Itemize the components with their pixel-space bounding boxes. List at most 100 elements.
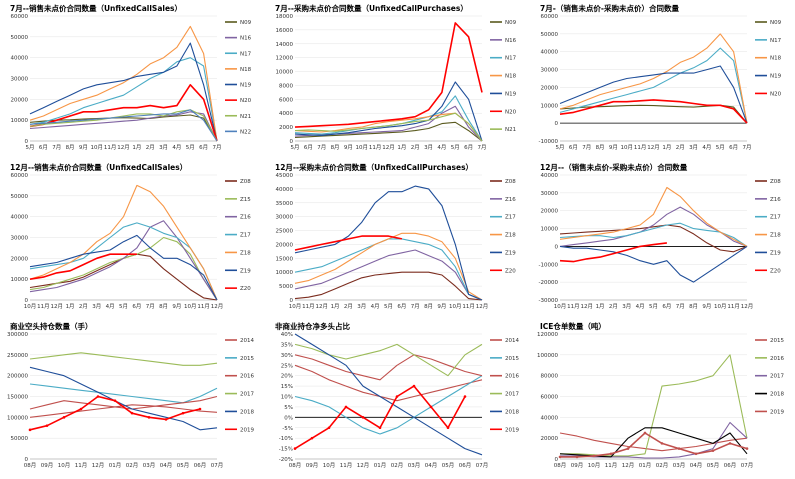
- legend-label: 2019: [770, 409, 784, 415]
- x-tick-label: 3月: [424, 144, 433, 151]
- legend-label: 2019: [505, 427, 519, 433]
- series-line-Z08: [29, 253, 218, 301]
- series-line-Z17: [294, 238, 483, 301]
- x-tick-label: 6月: [132, 303, 141, 310]
- x-tick-label: 05月: [707, 462, 720, 469]
- x-tick-label: 04月: [690, 462, 703, 469]
- y-tick-label: 80000: [541, 374, 559, 380]
- series-line-2014: [29, 404, 218, 418]
- chart-panel-9: ICE仓单数量（吨） 0 20000 40000 60000 80000 100000 120…: [530, 320, 795, 477]
- y-tick-label: -15%: [279, 447, 293, 453]
- y-tick-label: 30000: [11, 77, 29, 83]
- series-line-N21: [294, 112, 483, 142]
- series-line-Z19: [294, 185, 483, 301]
- x-tick-label: 3月: [159, 144, 168, 151]
- legend-label: N20: [770, 91, 782, 97]
- x-tick-label: 07月: [211, 462, 224, 469]
- chart-panel-7: 商业空头持仓数量（手） 0 50000 100000 150000 200000 25000…: [0, 320, 265, 477]
- series-line-2015: [29, 383, 218, 404]
- chart-panel-5: 12月--采购未点价合同数量（UnfixedCallPurchases） 0 500…: [265, 161, 530, 318]
- y-tick-label: 0: [555, 457, 559, 463]
- x-tick-label: 5月: [384, 303, 393, 310]
- x-tick-label: 7月: [743, 144, 752, 151]
- y-tick-label: 30000: [11, 236, 29, 242]
- x-tick-label: 6月: [729, 144, 738, 151]
- y-tick-label: 10000: [11, 118, 29, 124]
- y-tick-label: 50000: [11, 194, 29, 200]
- x-tick-label: 03月: [673, 462, 686, 469]
- legend-label: N16: [240, 36, 252, 42]
- legend-label: 2017: [505, 392, 519, 398]
- x-tick-label: 02月: [126, 462, 139, 469]
- data-point: [463, 395, 467, 398]
- series-line-Z19: [559, 245, 748, 283]
- x-tick-label: 09月: [41, 462, 54, 469]
- y-tick-label: 10000: [276, 270, 294, 276]
- y-tick-label: 250000: [7, 353, 28, 359]
- legend-label: 2015: [505, 356, 519, 362]
- x-tick-label: 6月: [662, 303, 671, 310]
- data-point: [558, 455, 562, 459]
- x-tick-label: 11月: [75, 462, 88, 469]
- y-tick-label: -30000: [539, 298, 559, 304]
- series-line-N19: [294, 81, 483, 142]
- y-tick-label: 60000: [541, 395, 559, 401]
- y-tick-label: 0: [290, 298, 294, 304]
- y-tick-label: 10000: [541, 103, 559, 109]
- legend-label: 2016: [505, 374, 519, 380]
- chart-title: ICE仓单数量（吨）: [540, 321, 606, 331]
- x-tick-label: 8月: [689, 303, 698, 310]
- x-tick-label: 01月: [374, 462, 387, 469]
- y-tick-label: 40000: [11, 215, 29, 221]
- legend-label: Z08: [505, 179, 516, 185]
- data-point: [446, 426, 450, 430]
- x-tick-label: 6月: [397, 303, 406, 310]
- x-tick-label: 11月: [197, 303, 210, 310]
- chart-svg-8: 非商业持仓净多头占比 -20% -15% -10% -5% 0% 5% 10% 15% 20% 25…: [275, 321, 519, 469]
- x-tick-label: 2月: [344, 303, 353, 310]
- y-tick-label: 30000: [541, 191, 559, 197]
- legend-label: 2017: [240, 392, 254, 398]
- y-tick-label: 14000: [276, 42, 294, 48]
- data-point: [361, 416, 365, 419]
- y-tick-label: 30000: [276, 215, 294, 221]
- y-tick-label: 35000: [276, 201, 294, 207]
- x-tick-label: 12月: [357, 462, 370, 469]
- legend-label: 2018: [240, 409, 254, 415]
- y-tick-label: -10000: [539, 262, 559, 268]
- chart-svg-1: 7月--销售未点价合同数量（UnfixedCallSales） 0 10000 200…: [10, 3, 252, 151]
- y-tick-label: 60000: [541, 14, 559, 20]
- x-tick-label: 06月: [194, 462, 207, 469]
- y-tick-label: 300000: [7, 332, 28, 338]
- x-tick-label: 3月: [622, 303, 631, 310]
- x-tick-label: 2月: [676, 144, 685, 151]
- series-line-N20: [559, 99, 748, 124]
- legend-label: 2019: [240, 427, 254, 433]
- chart-panel-2: 7月--采购未点价合同数量（UnfixedCallPurchases） 0 2000…: [265, 2, 530, 159]
- y-tick-label: 0: [555, 244, 559, 250]
- series-line-N09: [29, 114, 218, 142]
- x-tick-label: 7月: [146, 303, 155, 310]
- data-point: [79, 407, 83, 411]
- x-tick-label: 8月: [66, 144, 75, 151]
- x-tick-label: 12月: [50, 303, 63, 310]
- x-tick-label: 4月: [371, 303, 380, 310]
- x-tick-label: 5月: [119, 303, 128, 310]
- series-line-N17: [29, 57, 218, 142]
- series-line-Z16: [294, 249, 483, 301]
- x-tick-label: 4月: [636, 303, 645, 310]
- data-point: [344, 405, 348, 409]
- series-line-N18: [29, 25, 218, 142]
- x-tick-label: 7月: [582, 144, 591, 151]
- x-tick-label: 09月: [571, 462, 584, 469]
- x-tick-label: 02月: [391, 462, 404, 469]
- x-tick-label: 01月: [639, 462, 652, 469]
- x-tick-label: 9月: [609, 144, 618, 151]
- x-tick-label: 10月: [621, 144, 634, 151]
- x-tick-label: 1月: [132, 144, 141, 151]
- chart-title: 非商业持仓净多头占比: [275, 321, 350, 331]
- x-tick-label: 1月: [331, 303, 340, 310]
- x-tick-label: 07月: [476, 462, 489, 469]
- x-tick-label: 10月: [289, 303, 302, 310]
